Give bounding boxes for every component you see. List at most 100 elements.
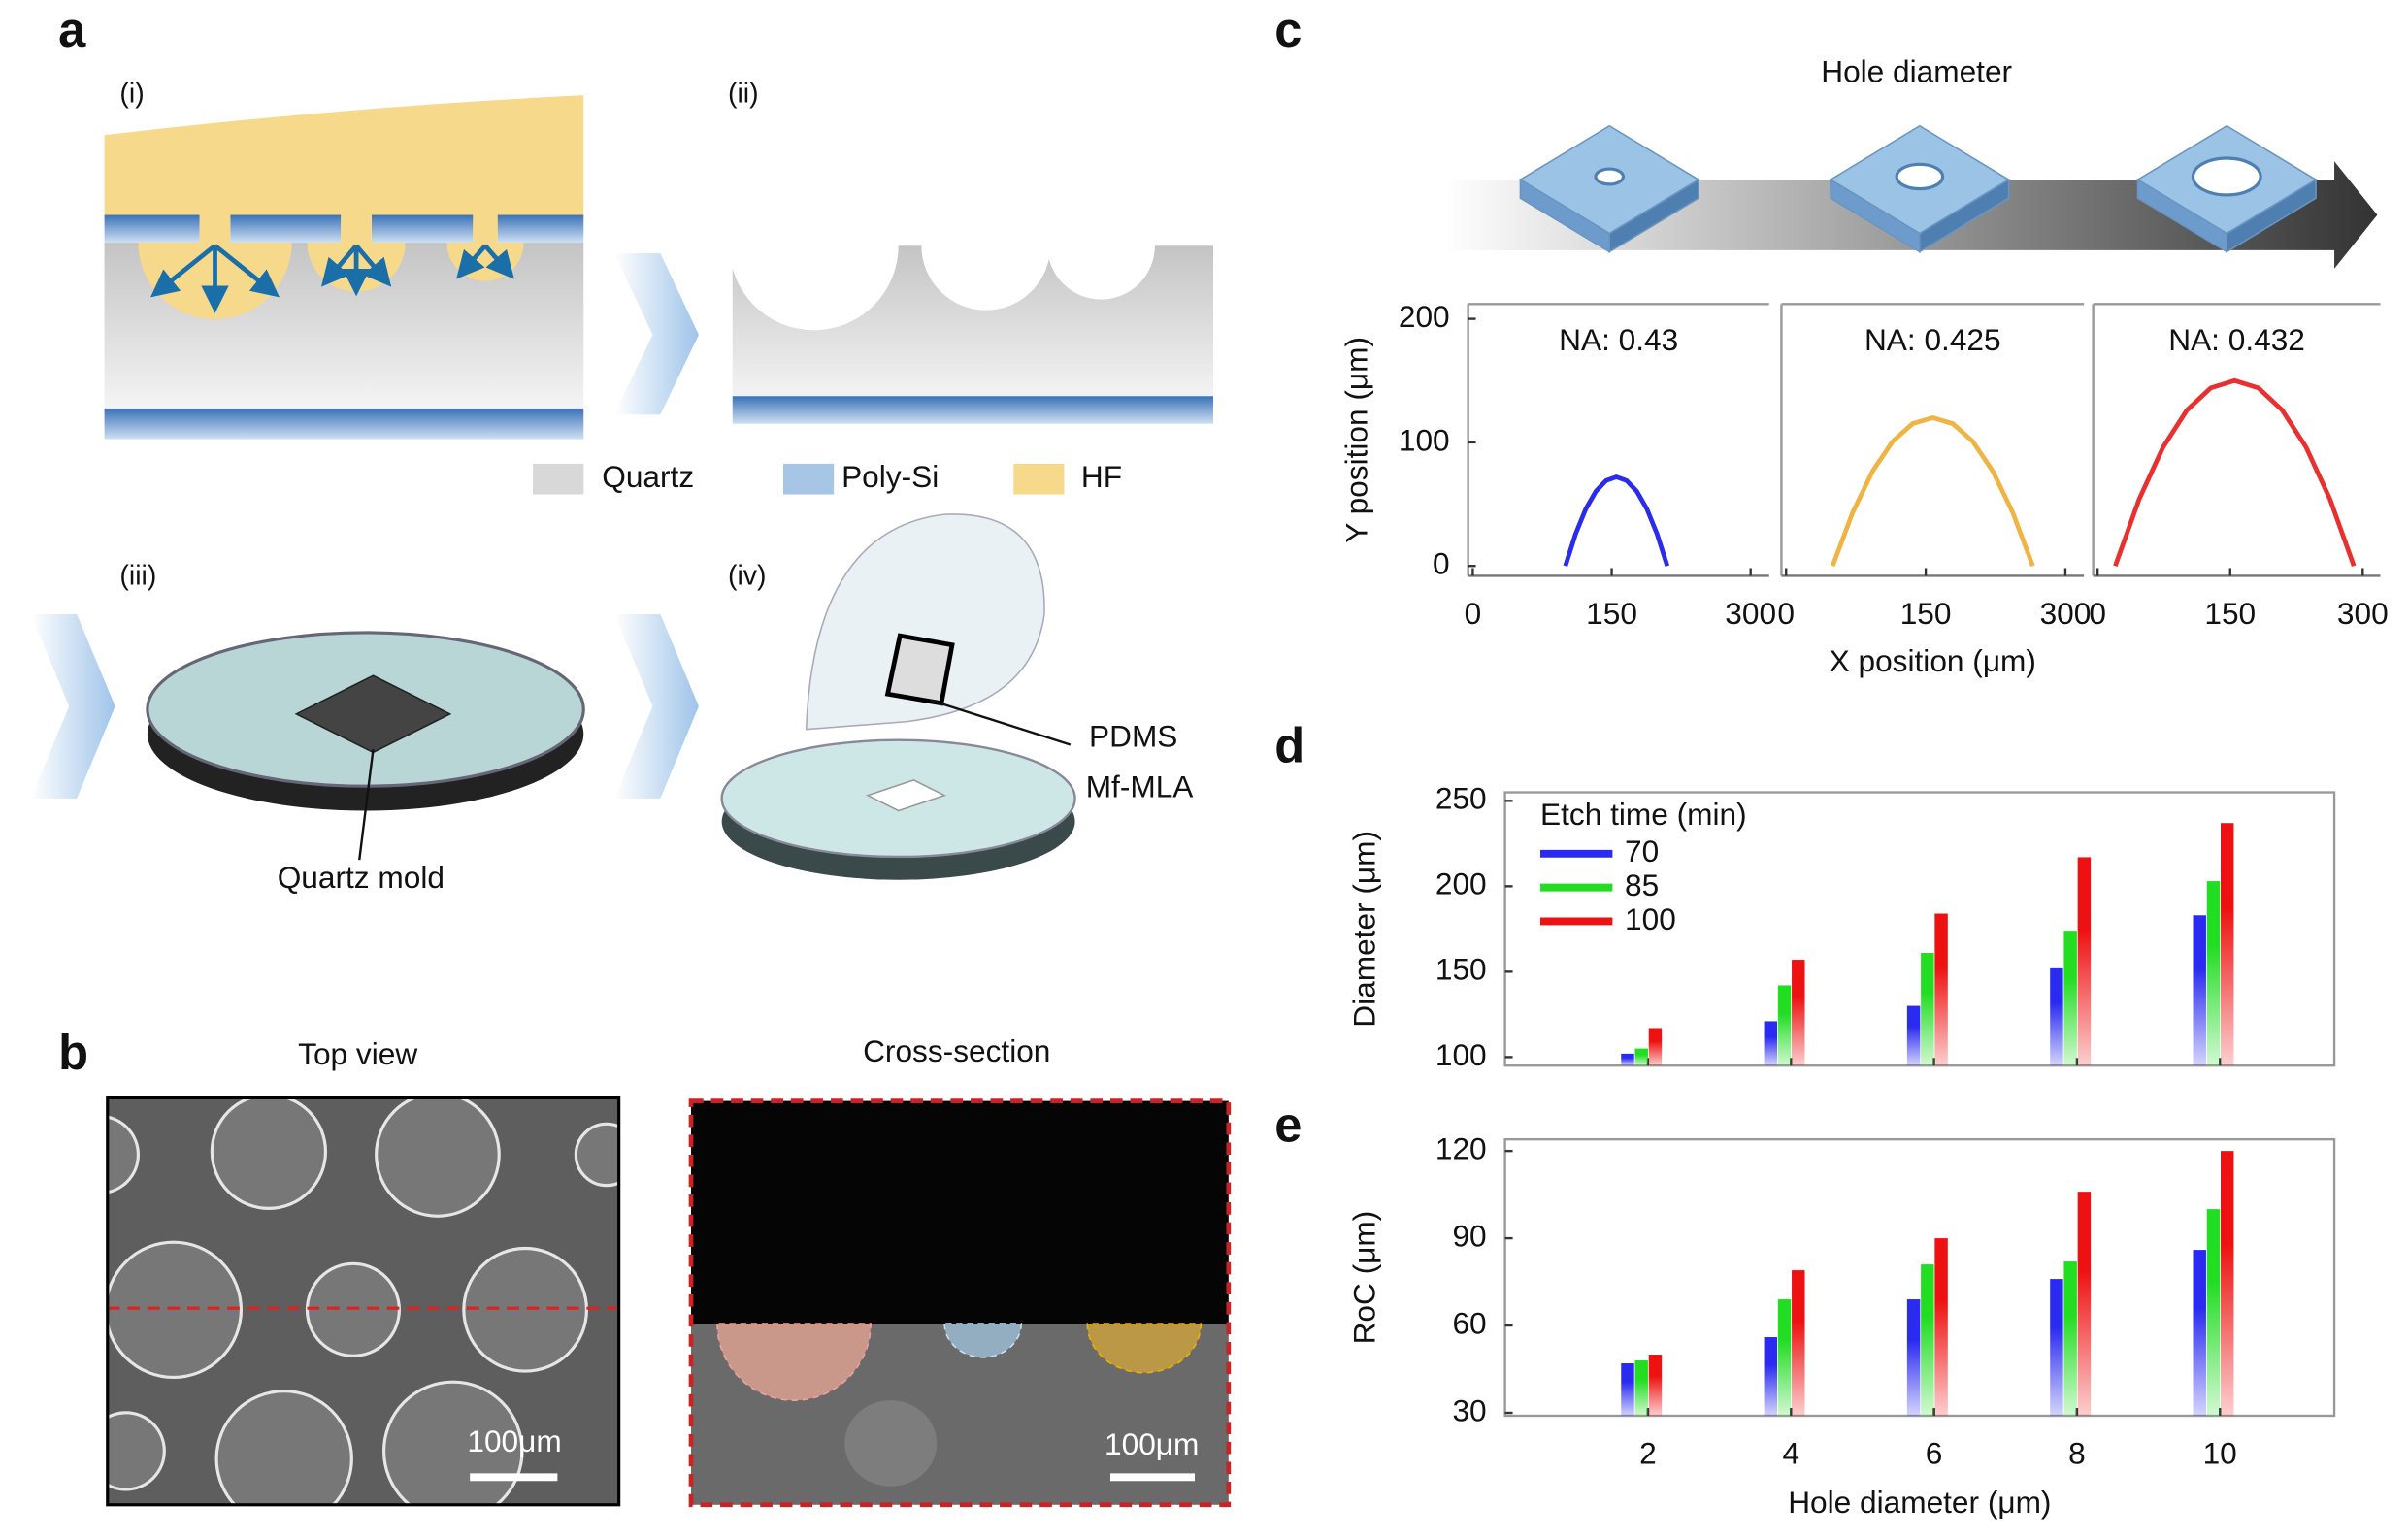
- legend-label: Quartz: [602, 459, 694, 494]
- bar: [1934, 913, 1948, 1066]
- step-label: (iii): [119, 561, 156, 592]
- x-tick-label: 4: [1782, 1435, 1799, 1470]
- view-title: Top view: [298, 1036, 417, 1071]
- arrow: [613, 613, 699, 799]
- bar: [2193, 915, 2206, 1066]
- y-tick-label: 200: [1399, 299, 1450, 334]
- y-axis-label: RoC (μm): [1347, 1211, 1382, 1345]
- bar: [1792, 1270, 1805, 1416]
- curve: [1830, 414, 2035, 568]
- y-tick-label: 30: [1452, 1392, 1486, 1427]
- x-tick-label: 150: [1900, 596, 1952, 631]
- schematic-iii: [146, 631, 585, 861]
- y-tick-label: 150: [1435, 952, 1487, 987]
- bar: [1906, 1299, 1921, 1416]
- bar: [1764, 1021, 1778, 1066]
- x-tick-label: 300: [1725, 596, 1776, 631]
- bar: [2050, 967, 2063, 1066]
- schematic-ii: [721, 153, 1229, 424]
- arrow: [30, 613, 115, 799]
- annotation: Quartz mold: [278, 860, 445, 895]
- bar: [1648, 1355, 1663, 1416]
- x-axis-label: Hole diameter (μm): [1788, 1485, 2051, 1520]
- bar: [2220, 1151, 2234, 1416]
- legend-label: 85: [1625, 867, 1659, 902]
- bar: [1634, 1360, 1648, 1416]
- curve: [1563, 474, 1670, 567]
- y-axis-label: Y position (μm): [1339, 337, 1374, 543]
- y-tick-label: 200: [1435, 867, 1487, 901]
- annotation: NA: 0.43: [1559, 322, 1678, 357]
- bar: [2193, 1250, 2206, 1416]
- x-tick-label: 150: [1586, 596, 1637, 631]
- legend-label: Poly-Si: [841, 459, 939, 494]
- x-tick-label: 0: [2089, 596, 2106, 631]
- legend-label: HF: [1081, 459, 1122, 494]
- bar: [2206, 881, 2221, 1066]
- step-label: (i): [119, 79, 144, 110]
- panel-label: d: [1274, 718, 1304, 773]
- sem-cross-section: [688, 1098, 1232, 1508]
- annotation: PDMS: [1089, 719, 1177, 754]
- y-tick-label: 60: [1452, 1305, 1486, 1340]
- bar: [2077, 1192, 2092, 1416]
- y-tick-label: 90: [1452, 1218, 1486, 1253]
- x-tick-label: 6: [1926, 1435, 1943, 1470]
- schematic-iv: [720, 513, 1076, 880]
- annotation: Mf-MLA: [1086, 769, 1195, 804]
- chart: 0 100 200 0 150 300 Y position (μm) NA: 0.43: [1339, 299, 1776, 631]
- bar: [2050, 1279, 2063, 1416]
- x-tick-label: 10: [2203, 1435, 2237, 1470]
- bar: [1764, 1337, 1778, 1416]
- bar: [1934, 1238, 1948, 1416]
- legend-label: 70: [1625, 834, 1659, 868]
- bar: [1621, 1363, 1634, 1416]
- bar: [1921, 1264, 1934, 1416]
- arrow: [613, 253, 699, 415]
- panel-label: e: [1274, 1096, 1302, 1152]
- y-axis-label: Diameter (μm): [1347, 831, 1382, 1028]
- x-tick-label: 150: [2204, 596, 2256, 631]
- bar: [2077, 857, 2092, 1066]
- y-tick-label: 0: [1433, 546, 1450, 581]
- x-tick-label: 2: [1639, 1435, 1657, 1470]
- y-tick-label: 250: [1435, 781, 1487, 816]
- bar: [1906, 1005, 1921, 1066]
- hole-diagram: [1443, 124, 2378, 269]
- annotation: NA: 0.432: [2168, 322, 2305, 357]
- bar: [2063, 1261, 2077, 1416]
- bar: [2220, 823, 2234, 1066]
- step-label: (ii): [728, 79, 759, 110]
- chart: 30 60 90 120 2 4 6 8 10 RoC (μm) Hole diameter (μm…: [1347, 1131, 2336, 1520]
- legend-label: 100: [1625, 901, 1676, 936]
- sem-top-view: [106, 1096, 621, 1507]
- x-tick-label: 300: [2040, 596, 2092, 631]
- diagram-title: Hole diameter: [1821, 53, 2012, 88]
- step-label: (iv): [728, 561, 767, 592]
- y-tick-label: 120: [1435, 1131, 1487, 1166]
- legend-title: Etch time (min): [1540, 797, 1747, 832]
- bar: [1634, 1048, 1648, 1066]
- x-tick-label: 0: [1777, 596, 1795, 631]
- annotation: NA: 0.425: [1864, 322, 2001, 357]
- x-tick-label: 0: [1465, 596, 1482, 631]
- x-tick-label: 8: [2068, 1435, 2086, 1470]
- bar: [1648, 1028, 1663, 1066]
- legend-swatch: [1013, 463, 1065, 495]
- bar: [1621, 1053, 1634, 1066]
- legend-swatch: [533, 463, 584, 495]
- panel-label: c: [1274, 2, 1302, 57]
- bar: [2063, 931, 2077, 1066]
- panel-label: a: [58, 2, 86, 57]
- curve: [2113, 377, 2357, 568]
- bar: [1777, 985, 1792, 1066]
- chart: 0 150 300 NA: 0.432: [2089, 303, 2389, 631]
- bar: [1777, 1299, 1792, 1416]
- x-tick-label: 300: [2337, 596, 2389, 631]
- scale-bar-label: 100μm: [1105, 1426, 1199, 1461]
- y-tick-label: 100: [1399, 422, 1450, 457]
